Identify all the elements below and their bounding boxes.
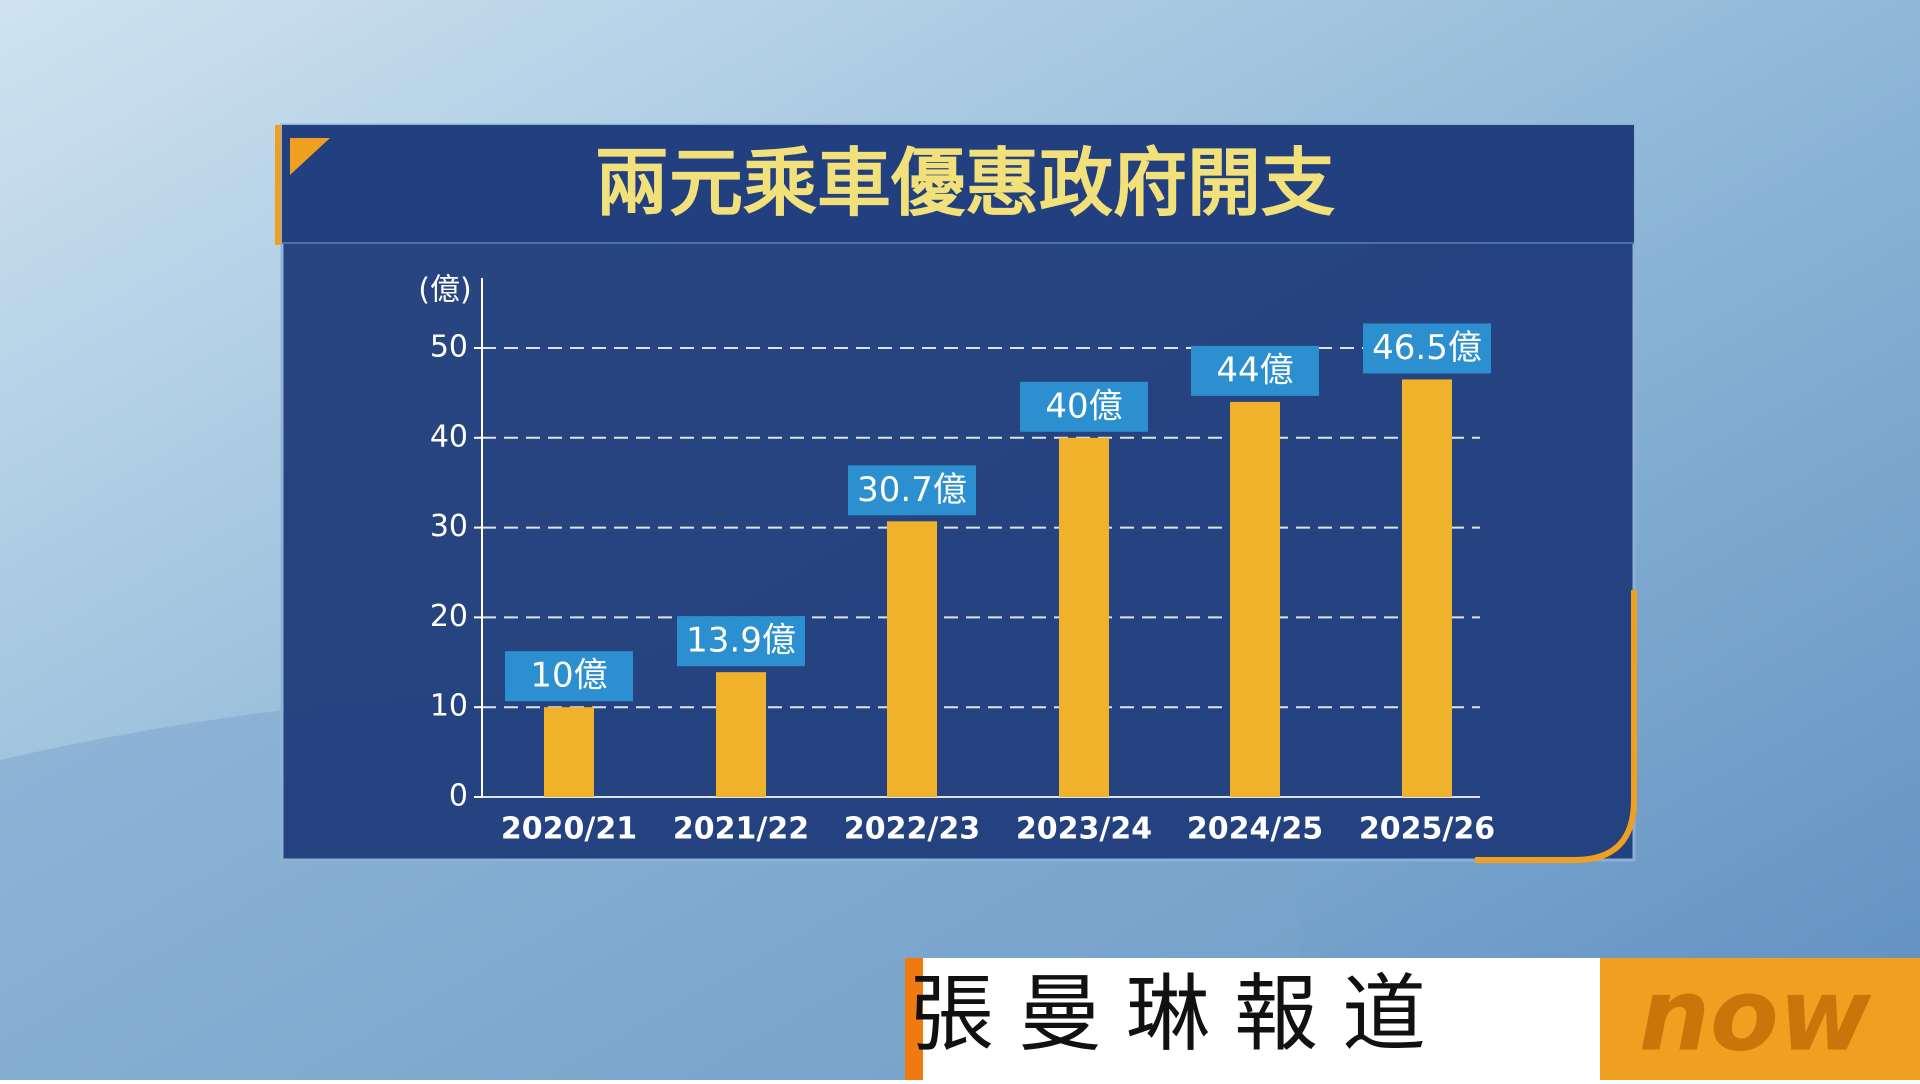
x-tick-label: 2023/24	[1016, 812, 1152, 847]
x-tick-label: 2021/22	[673, 812, 809, 847]
value-label-box	[1191, 345, 1319, 396]
bar	[716, 672, 766, 797]
y-tick-label: 30	[430, 509, 468, 544]
y-tick-label: 10	[430, 689, 468, 724]
accent	[1475, 590, 1637, 863]
caption-accent	[905, 958, 923, 1080]
value-label: 10億	[530, 656, 607, 696]
value-label: 40億	[1045, 386, 1122, 426]
value-label-box	[1363, 323, 1491, 374]
y-tick-label: 0	[449, 779, 468, 814]
x-tick-label: 2025/26	[1359, 812, 1495, 847]
bar	[544, 707, 594, 797]
caption: 張曼琳報道	[910, 965, 1450, 1063]
bar	[1059, 437, 1109, 797]
y-tick-label: 20	[430, 599, 468, 634]
accent	[290, 138, 330, 175]
x-tick-label: 2024/25	[1187, 812, 1323, 847]
x-tick-label: 2022/23	[844, 812, 980, 847]
bar	[1230, 401, 1280, 797]
y-tick-label: 50	[430, 330, 468, 365]
value-label-box	[505, 651, 633, 702]
x-tick-label: 2020/21	[501, 812, 637, 847]
bar	[887, 521, 937, 797]
value-label: 46.5億	[1372, 328, 1482, 368]
value-label-box	[848, 465, 976, 516]
bar	[1402, 379, 1452, 797]
plot: 0 10 20 30 40 50 2020/21 10億 2021/22 13.9億 2022/23…	[430, 323, 1495, 847]
value-label-box	[677, 616, 805, 667]
y-tick-label: 40	[430, 419, 468, 454]
caption-bar	[905, 958, 1620, 1080]
y-axis-label: (億)	[418, 273, 471, 308]
value-label: 44億	[1216, 350, 1293, 390]
value-label: 30.7億	[857, 470, 967, 510]
value-label: 13.9億	[686, 621, 796, 661]
title-band	[282, 125, 1634, 243]
logo-bg	[1600, 958, 1920, 1080]
value-label-box	[1020, 381, 1148, 432]
logo: now	[1639, 956, 1872, 1073]
chart-title: 兩元乘車優惠政府開支	[595, 141, 1335, 227]
